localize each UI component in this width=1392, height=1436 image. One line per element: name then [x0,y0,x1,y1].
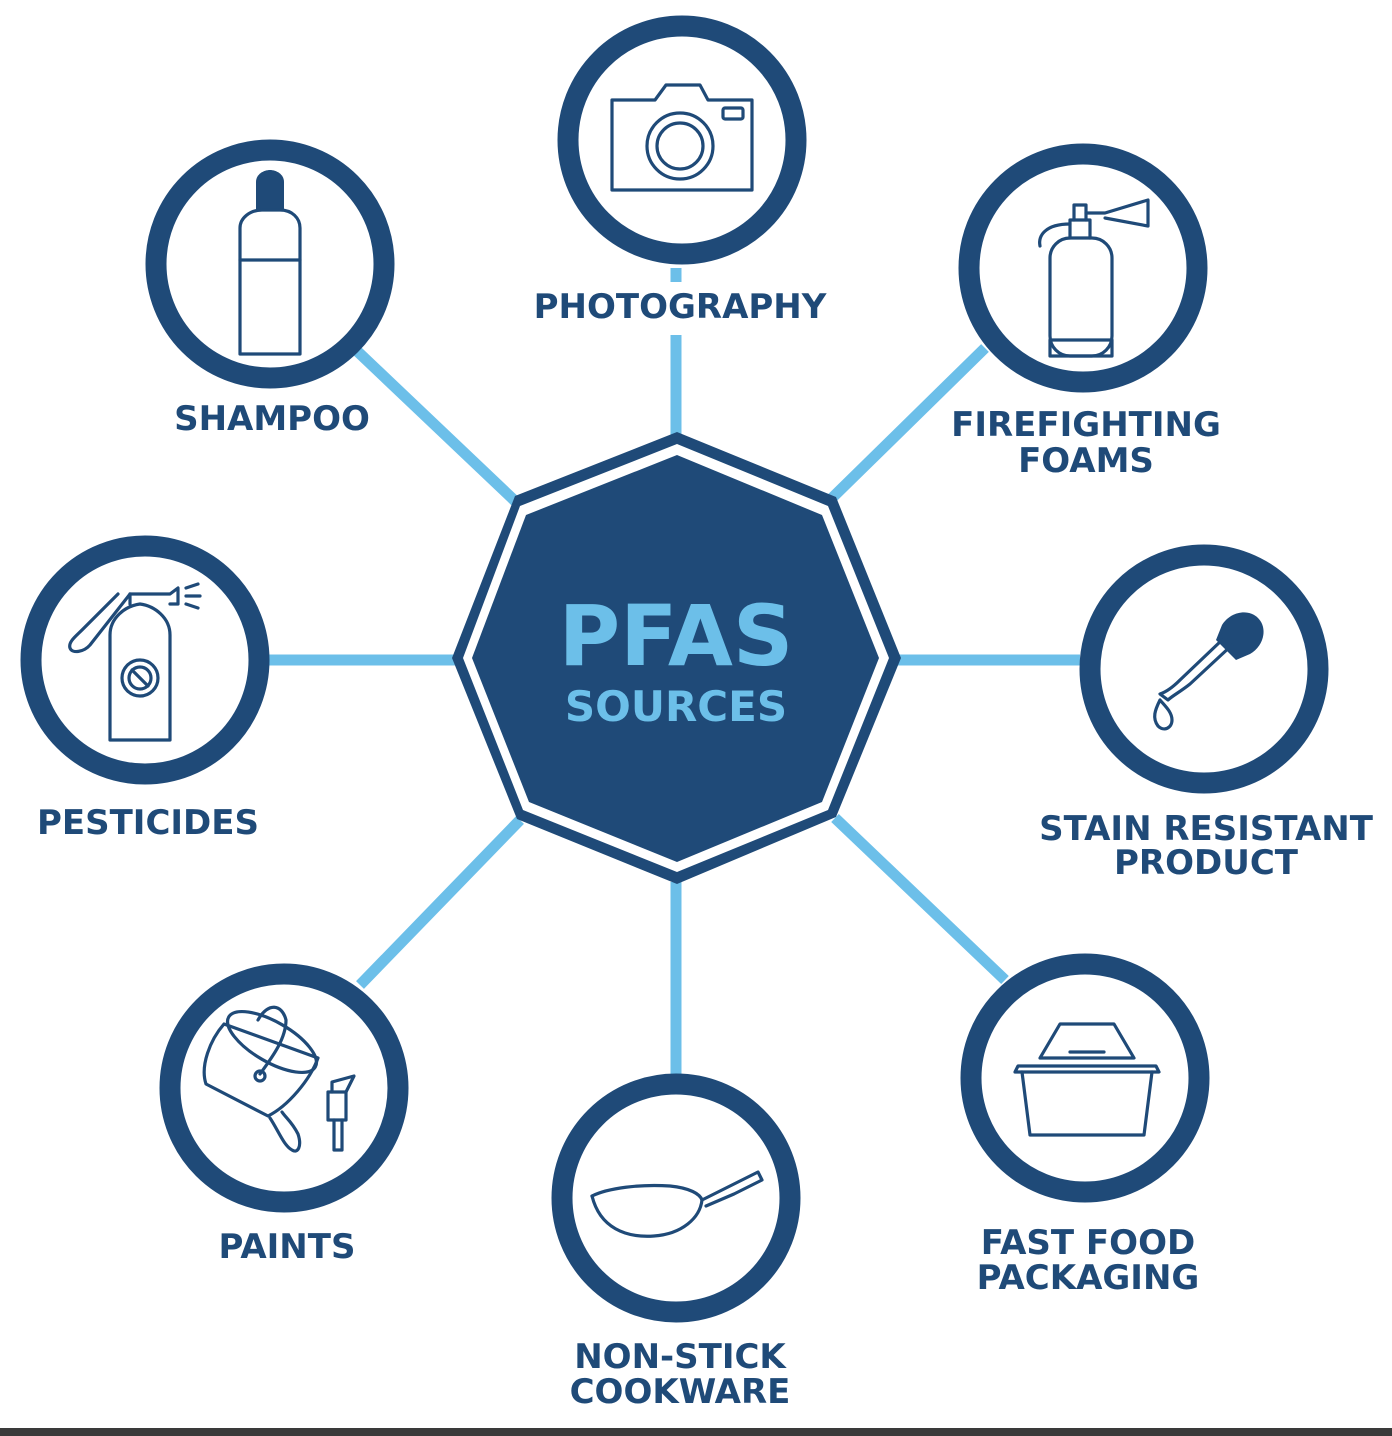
shampoo-ring [145,139,395,389]
source-label: NON-STICK [574,1337,787,1377]
spoke-paints [356,816,524,989]
source-stain-resistant-product: STAIN RESISTANT PRODUCT [1039,544,1374,883]
paint-bucket-icon [202,1005,356,1153]
center-subtitle: SOURCES [565,682,787,731]
shampoo-bottle-icon [238,170,302,356]
bottom-edge-strip [0,1428,1392,1436]
source-label: FAST FOOD [981,1223,1195,1263]
source-label: FIREFIGHTING [951,405,1221,445]
source-pesticides: PESTICIDES [20,535,270,843]
source-firefighting-foams: FIREFIGHTING FOAMS [951,143,1221,481]
non-stick-ring [551,1073,801,1323]
source-label: SHAMPOO [174,399,370,439]
source-label: PESTICIDES [37,803,259,843]
source-non-stick-cookware: NON-STICK COOKWARE [551,1073,801,1412]
photography-ring [557,15,807,265]
connector-lines [268,268,1080,1075]
source-label: PAINTS [219,1227,356,1267]
octagon-inner [472,455,879,862]
spoke-firefighting [826,344,989,504]
source-label: FOAMS [1018,441,1154,481]
spoke-fast-food [831,814,1009,984]
center-octagon: PFAS SOURCES [452,432,901,884]
source-label: PACKAGING [977,1258,1200,1298]
firefighting-ring [958,143,1208,393]
spray-bottle-icon [68,582,202,742]
paints-ring [159,963,409,1213]
spoke-shampoo [352,346,520,506]
center-title: PFAS [559,587,794,685]
source-paints: PAINTS [159,963,409,1267]
source-label: PRODUCT [1114,843,1299,883]
source-photography: PHOTOGRAPHY [534,15,827,327]
source-label: COOKWARE [570,1372,791,1412]
fast-food-ring [960,953,1210,1203]
source-shampoo: SHAMPOO [145,139,395,439]
dropper-icon [1153,612,1264,731]
frying-pan-icon [590,1170,764,1238]
fire-extinguisher-icon [1038,198,1150,358]
source-fast-food-packaging: FAST FOOD PACKAGING [960,953,1210,1298]
takeout-box-icon [1013,1022,1161,1137]
camera-icon [610,83,754,192]
source-label: STAIN RESISTANT [1039,809,1374,849]
source-label: PHOTOGRAPHY [534,287,827,327]
